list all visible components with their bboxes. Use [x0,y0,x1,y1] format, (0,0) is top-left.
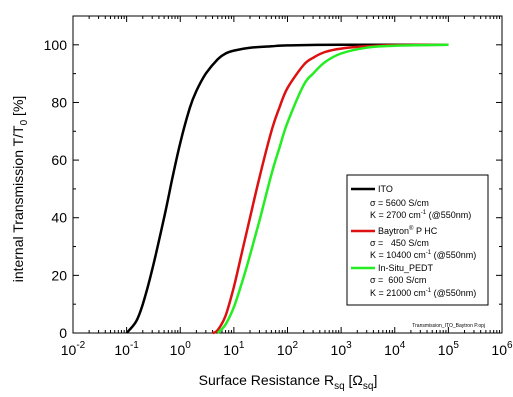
series-line-baytron-p-hc [211,43,449,335]
y-axis-title-sub: 0 [19,119,30,125]
x-axis-title-sub: sq [334,381,345,392]
y-tick-label: 100 [44,37,68,53]
legend: ITO σ = 5600 S/cm K = 2700 cm-1 (@550nm)… [346,174,489,306]
legend-ito-k-sup: -1 [421,210,427,216]
x-tick-label: 10-2 [61,340,86,358]
series-line-ito [125,43,449,334]
legend-ito-k-end: (@550nm) [426,210,471,220]
x-axis-title-end: ] [373,372,377,388]
legend-label-pedt: In-Situ_PEDT [378,263,434,273]
legend-pedt-k-main: K = 21000 cm [370,288,426,298]
legend-baytron-sup: ® [409,225,414,232]
tick-labels: 10-2 10-1 100 101 102 103 104 105 106 0 20 40 60 80 10… [44,37,513,358]
x-tick-label: 106 [491,340,513,358]
legend-baytron-sigma: σ = 450 S/cm [370,238,429,248]
x-tick-label: 104 [384,340,406,358]
x-tick-label: 101 [223,340,245,358]
axis-ticks [72,15,503,334]
x-axis-title-mid: [Ω [345,372,363,388]
x-tick-label: 10-1 [114,340,139,358]
x-axis-title-sub2: sq [363,381,374,392]
legend-pedt-k-end: (@550nm) [431,288,476,298]
legend-baytron-name1: Baytron [378,226,409,236]
legend-baytron-k-sup: -1 [426,250,432,256]
file-annotation: Transmission_ITO_Baytron P.opj [412,323,485,329]
y-tick-label: 20 [51,267,67,283]
legend-label-baytron: Baytron® P HC [378,225,438,236]
legend-baytron-name2: P HC [413,226,437,236]
legend-pedt-k-sup: -1 [426,288,432,294]
legend-baytron-k-main: K = 10400 cm [370,250,426,260]
legend-ito-sigma: σ = 5600 S/cm [370,198,429,208]
legend-ito-k: K = 2700 cm-1 (@550nm) [370,210,471,220]
legend-pedt-sigma: σ = 600 S/cm [370,275,426,285]
y-tick-label: 80 [51,94,67,110]
y-tick-label: 40 [51,210,67,226]
legend-box [346,174,489,306]
series-lines [125,43,449,335]
x-tick-label: 102 [277,340,299,358]
y-tick-label: 60 [51,152,67,168]
legend-pedt-k: K = 21000 cm-1 (@550nm) [370,288,476,298]
x-tick-label: 100 [170,340,192,358]
x-tick-label: 105 [438,340,460,358]
y-tick-label: 0 [59,325,67,341]
y-axis-title-end: [%] [10,96,26,120]
series-line-in-situ-pedt [216,43,449,334]
y-axis-title: internal Transmission T/T0 [%] [10,96,30,283]
x-axis-title: Surface Resistance Rsq [Ωsq] [199,372,378,392]
legend-baytron-k: K = 10400 cm-1 (@550nm) [370,250,476,260]
legend-label-ito: ITO [378,184,393,194]
legend-baytron-k-end: (@550nm) [431,250,476,260]
legend-ito-k-main: K = 2700 cm [370,210,421,220]
x-tick-label: 103 [331,340,353,358]
x-axis-title-main: Surface Resistance R [199,372,334,388]
y-axis-title-main: internal Transmission T/T [10,125,26,282]
